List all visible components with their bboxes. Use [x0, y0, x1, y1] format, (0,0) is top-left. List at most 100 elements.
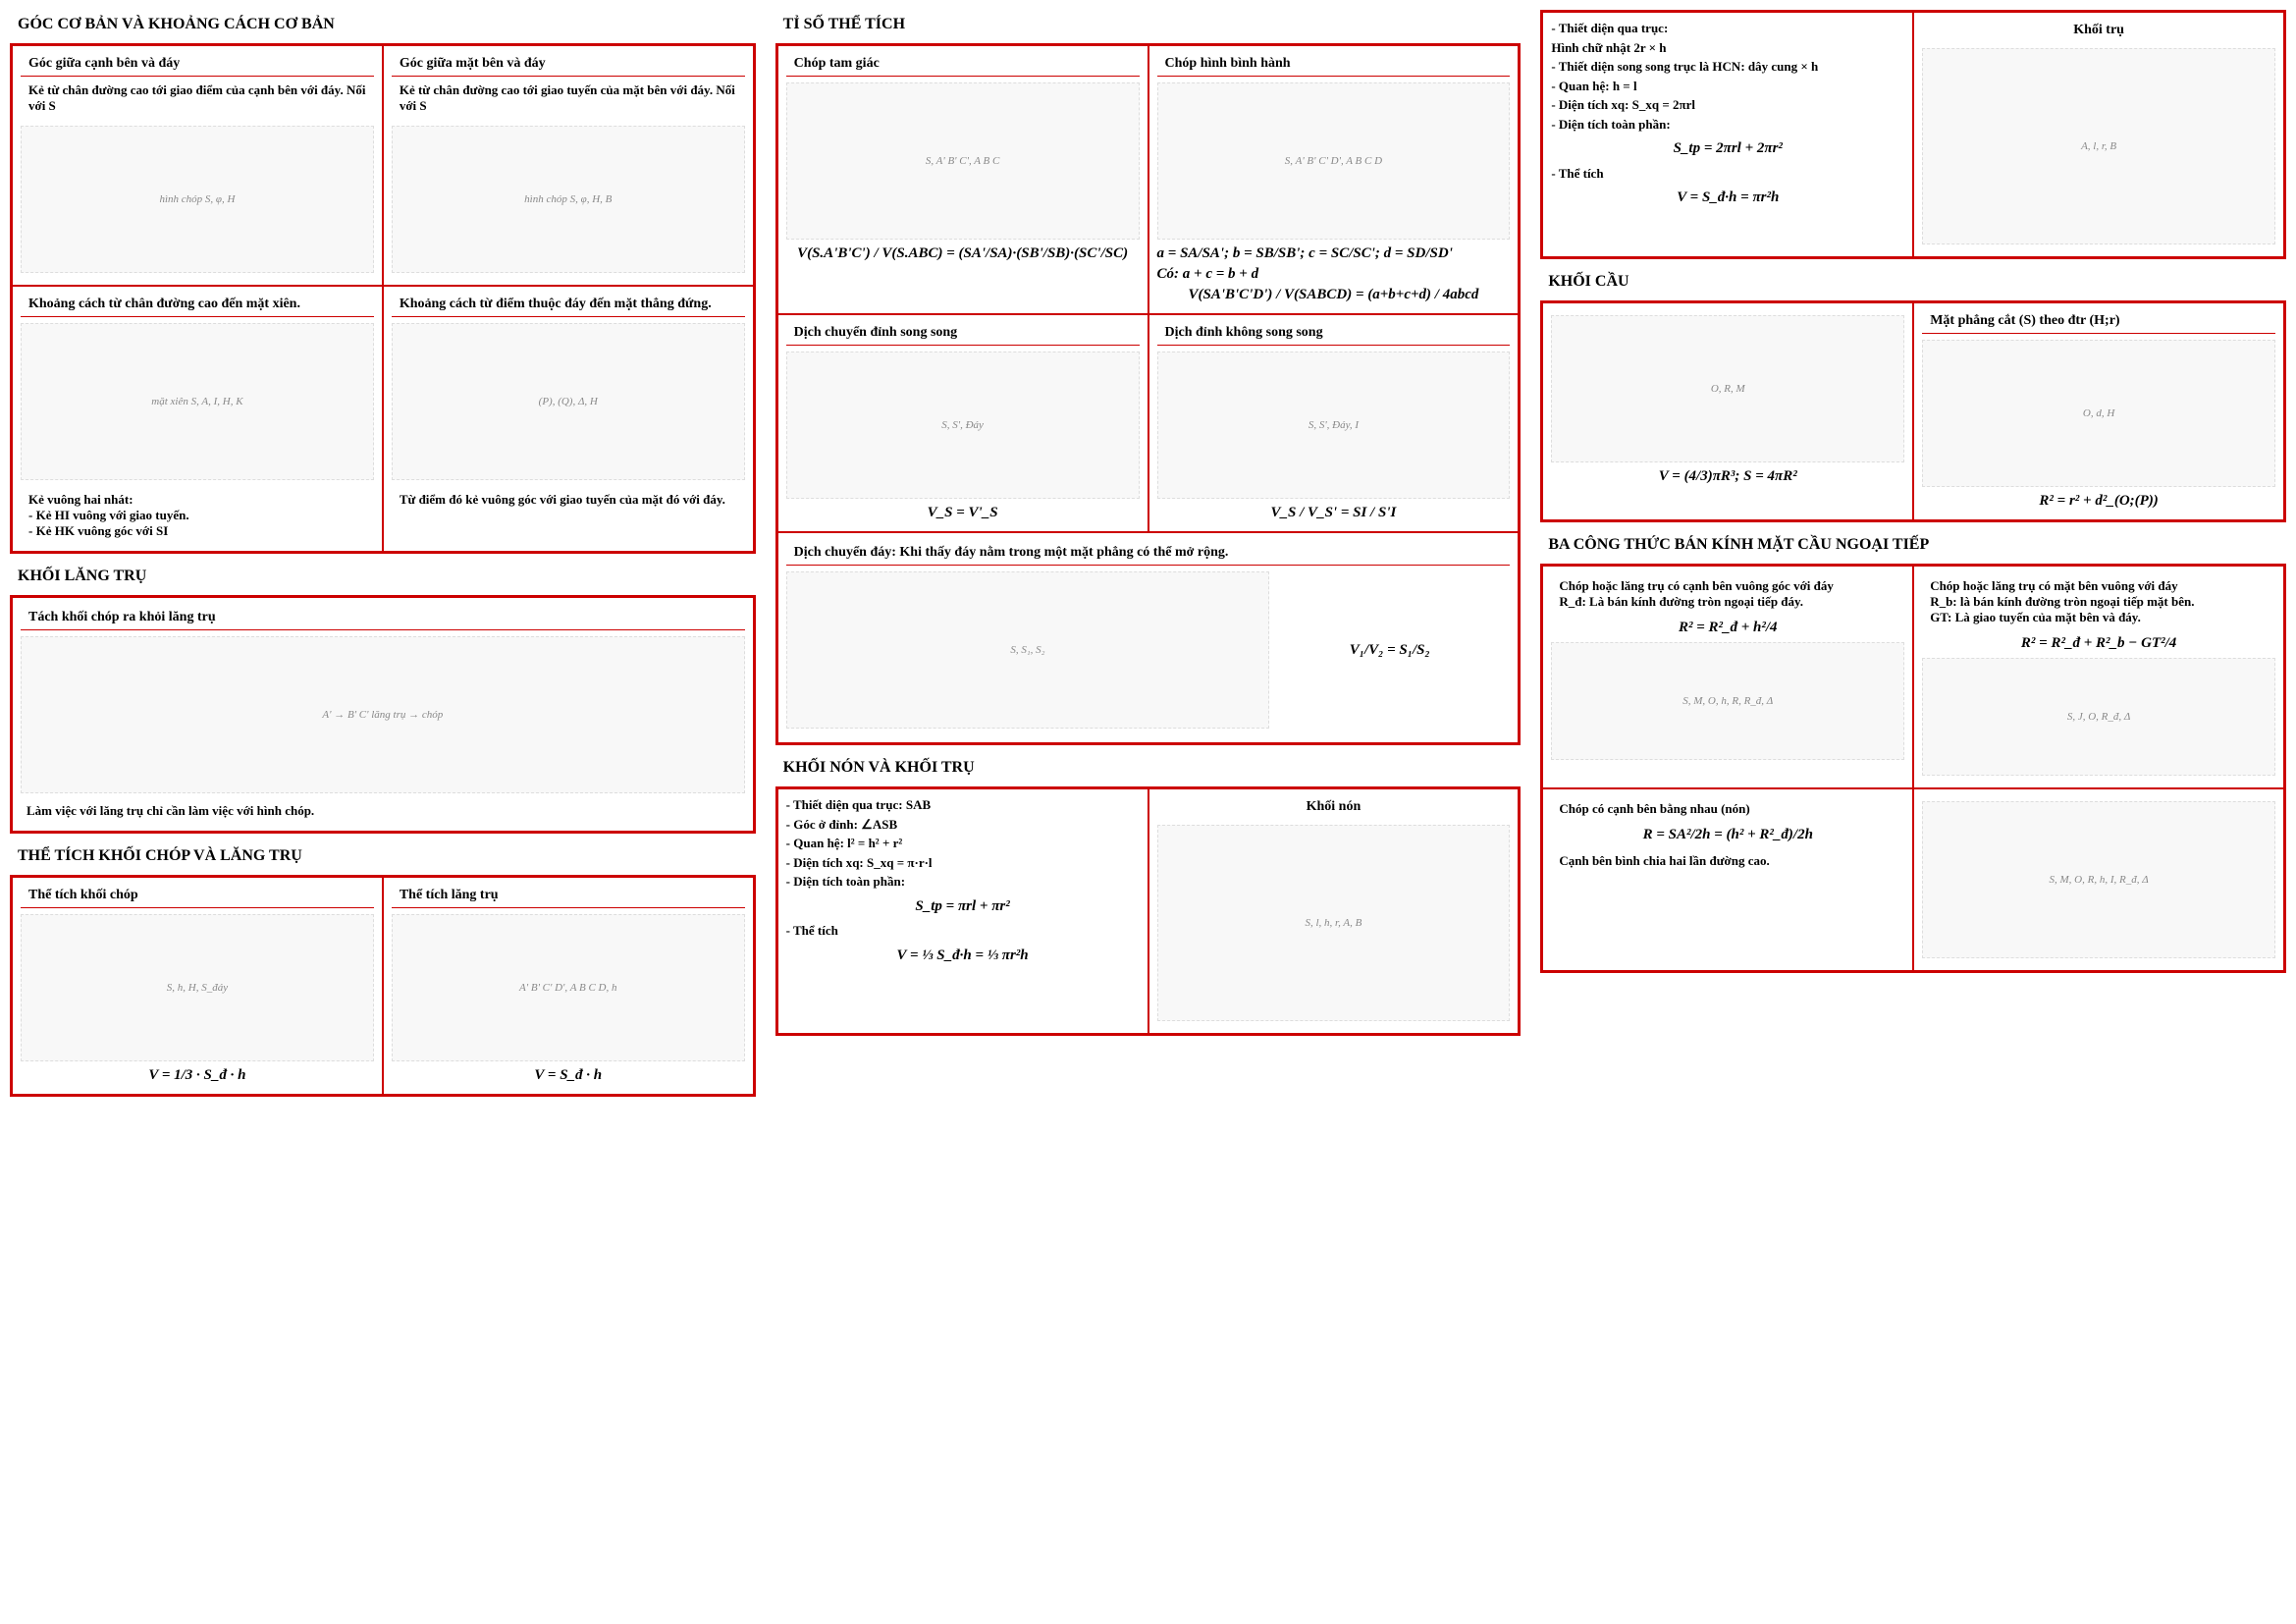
f: R² = R²_đ + h²/4	[1551, 620, 1904, 636]
pyramid-diagram-icon: hình chóp S, φ, H	[21, 126, 374, 273]
l: - Thể tích	[786, 921, 1140, 941]
column-3: - Thiết diện qua trục: Hình chữ nhật 2r …	[1540, 10, 2286, 1097]
f: V = (4/3)πR³; S = 4πR²	[1551, 468, 1904, 485]
h: Chóp hình bình hành	[1157, 52, 1511, 77]
cell-ratio-tri: Chóp tam giác S, A' B' C', A B C V(S.A'B…	[777, 45, 1148, 314]
sec1-title: GÓC CƠ BẢN VÀ KHOẢNG CÁCH CƠ BẢN	[10, 16, 756, 33]
f2a: a = SA/SA'; b = SB/SB'; c = SC/SC'; d = …	[1157, 245, 1511, 262]
column-1: GÓC CƠ BẢN VÀ KHOẢNG CÁCH CƠ BẢN Góc giữ…	[10, 10, 756, 1097]
base-shift-diagram-icon: S, S₁, S₂	[786, 571, 1269, 729]
l: - Thiết diện qua trục:	[1551, 19, 1904, 38]
prism-volume-diagram-icon: A' B' C' D', A B C D, h	[392, 914, 745, 1061]
sec3-title: THỂ TÍCH KHỐI CHÓP VÀ LĂNG TRỤ	[10, 847, 756, 865]
shift-nonparallel-diagram-icon: S, S', Đáy, I	[1157, 352, 1511, 499]
box-circum: Chóp hoặc lăng trụ có cạnh bên vuông góc…	[1540, 564, 2286, 973]
page: GÓC CƠ BẢN VÀ KHOẢNG CÁCH CƠ BẢN Góc giữ…	[10, 10, 2286, 1097]
l: - Diện tích toàn phần:	[786, 872, 1140, 892]
h: Khoảng cách từ điểm thuộc đáy đến mặt th…	[392, 293, 745, 317]
h: Mặt phẳng cắt (S) theo đtr (H;r)	[1922, 309, 2275, 334]
tetra-ratio-diagram-icon: S, A' B' C', A B C	[786, 82, 1140, 240]
cell-circum-3-diagram: S, M, O, R, h, I, R_đ, Δ	[1913, 788, 2284, 971]
l: S_tp = πrl + πr²	[786, 895, 1140, 918]
f: V_S = V'_S	[786, 505, 1140, 521]
f: R = SA²/2h = (h² + R²_đ)/2h	[1551, 827, 1904, 843]
f2b: Có: a + c = b + d	[1157, 266, 1511, 283]
h: Thể tích lăng trụ	[392, 884, 745, 908]
cell-ratio-para: Chóp hình bình hành S, A' B' C' D', A B …	[1148, 45, 1520, 314]
f2c: V(SA'B'C'D') / V(SABCD) = (a+b+c+d) / 4a…	[1157, 287, 1511, 303]
sec1-title: KHỐI CẦU	[1540, 273, 2286, 291]
box-cylinder: - Thiết diện qua trục: Hình chữ nhật 2r …	[1540, 10, 2286, 259]
l: - Quan hệ: l² = h² + r²	[786, 834, 1140, 853]
sec1-title: TỈ SỐ THỂ TÍCH	[775, 16, 1522, 33]
cell-angle-face: Góc giữa mặt bên và đáy Kẻ từ chân đường…	[383, 45, 754, 286]
h: Chóp tam giác	[786, 52, 1140, 77]
sphere-diagram-icon: O, R, M	[1551, 315, 1904, 462]
circum-face-diagram-icon: S, J, O, R_đ, Δ	[1922, 658, 2275, 776]
t: Chóp hoặc lăng trụ có cạnh bên vuông góc…	[1551, 572, 1904, 616]
cell-circum-3: Chóp có cạnh bên bằng nhau (nón) R = SA²…	[1542, 788, 1913, 971]
box-sphere: O, R, M V = (4/3)πR³; S = 4πR² Mặt phẳng…	[1540, 300, 2286, 522]
l: - Thể tích	[1551, 164, 1904, 184]
column-2: TỈ SỐ THỂ TÍCH Chóp tam giác S, A' B' C'…	[775, 10, 1522, 1097]
l: - Thiết diện song song trục là HCN: dây …	[1551, 57, 1904, 77]
f: V₁/V₂ = S₁/S₂	[1350, 642, 1430, 659]
l: S_tp = 2πrl + 2πr²	[1551, 137, 1904, 160]
t: Chóp có cạnh bên bằng nhau (nón)	[1551, 795, 1904, 823]
l: - Diện tích xq: S_xq = 2πrl	[1551, 95, 1904, 115]
l: - Góc ở đỉnh: ∠ASB	[786, 815, 1140, 835]
f: R² = r² + d²_(O;(P))	[1922, 493, 2275, 510]
cap: Khối nón	[1157, 795, 1511, 819]
b: Kẻ từ chân đường cao tới giao điểm của c…	[21, 77, 374, 120]
h: Tách khối chóp ra khỏi lăng trụ	[21, 606, 745, 630]
cell-cone-diagram: Khối nón S, l, h, r, A, B	[1148, 788, 1520, 1034]
f: V_S / V_S' = SI / S'I	[1157, 505, 1511, 521]
circum-cone-diagram-icon: S, M, O, R, h, I, R_đ, Δ	[1922, 801, 2275, 958]
cell-sphere-cut: Mặt phẳng cắt (S) theo đtr (H;r) O, d, H…	[1913, 302, 2284, 520]
h: Dịch đỉnh không song song	[1157, 321, 1511, 346]
cell-circum-1: Chóp hoặc lăng trụ có cạnh bên vuông góc…	[1542, 566, 1913, 788]
h: Góc giữa mặt bên và đáy	[392, 52, 745, 77]
cap: Làm việc với lăng trụ chỉ cần làm việc v…	[21, 799, 745, 823]
l: - Diện tích toàn phần:	[1551, 115, 1904, 135]
cell-cone-text: - Thiết diện qua trục: SAB - Góc ở đỉnh:…	[777, 788, 1148, 1034]
t: Chóp hoặc lăng trụ có mặt bên vuông với …	[1922, 572, 2275, 631]
f: R² = R²_đ + R²_b − GT²/4	[1922, 635, 2275, 652]
box-ratio: Chóp tam giác S, A' B' C', A B C V(S.A'B…	[775, 43, 1522, 745]
l: - Thiết diện qua trục: SAB	[786, 795, 1140, 815]
h: Khoảng cách từ chân đường cao đến mặt xi…	[21, 293, 374, 317]
cell-cyl-text: - Thiết diện qua trục: Hình chữ nhật 2r …	[1542, 12, 1913, 257]
cell-cyl-diagram: Khối trụ A, l, r, B	[1913, 12, 2284, 257]
cylinder-diagram-icon: A, l, r, B	[1922, 48, 2275, 244]
pyramid-diagram-icon: hình chóp S, φ, H, B	[392, 126, 745, 273]
pyramid-volume-diagram-icon: S, h, H, S_đáy	[21, 914, 374, 1061]
cell-sphere: O, R, M V = (4/3)πR³; S = 4πR²	[1542, 302, 1913, 520]
cap: Khối trụ	[1922, 19, 2275, 42]
b: Kẻ từ chân đường cao tới giao tuyến của …	[392, 77, 745, 120]
cell-shift-parallel: Dịch chuyển đỉnh song song S, S', Đáy V_…	[777, 314, 1148, 532]
l: V = S_đ·h = πr²h	[1551, 187, 1904, 209]
cell-vol-prism: Thể tích lăng trụ A' B' C' D', A B C D, …	[383, 877, 754, 1095]
box-volume: Thể tích khối chóp S, h, H, S_đáy V = 1/…	[10, 875, 756, 1097]
prism-split-diagram-icon: A' → B' C' lăng trụ → chóp	[21, 636, 745, 793]
l: - Diện tích xq: S_xq = π·r·l	[786, 853, 1140, 873]
f: V = 1/3 · S_đ · h	[21, 1067, 374, 1084]
cone-lines: - Thiết diện qua trục: SAB - Góc ở đỉnh:…	[786, 795, 1140, 966]
l: V = ⅓ S_đ·h = ⅓ πr²h	[786, 945, 1140, 967]
box-cone: - Thiết diện qua trục: SAB - Góc ở đỉnh:…	[775, 786, 1522, 1036]
t2: Cạnh bên bình chia hai lần đường cao.	[1551, 847, 1904, 875]
oblique-plane-diagram-icon: mặt xiên S, A, I, H, K	[21, 323, 374, 480]
cell-vol-pyramid: Thể tích khối chóp S, h, H, S_đáy V = 1/…	[12, 877, 383, 1095]
cell-shift-base: Dịch chuyển đáy: Khi thấy đáy nằm trong …	[777, 532, 1520, 743]
shift-parallel-diagram-icon: S, S', Đáy	[786, 352, 1140, 499]
circum-edge-diagram-icon: S, M, O, h, R, R_đ, Δ	[1551, 642, 1904, 760]
box-prism: Tách khối chóp ra khỏi lăng trụ A' → B' …	[10, 595, 756, 834]
vertical-plane-diagram-icon: (P), (Q), Δ, H	[392, 323, 745, 480]
box-angles: Góc giữa cạnh bên và đáy Kẻ từ chân đườn…	[10, 43, 756, 554]
b: Kẻ vuông hai nhát: - Kẻ HI vuông với gia…	[21, 486, 374, 545]
h: Dịch chuyển đỉnh song song	[786, 321, 1140, 346]
h: Dịch chuyển đáy: Khi thấy đáy nằm trong …	[786, 541, 1511, 566]
parallelogram-pyramid-diagram-icon: S, A' B' C' D', A B C D	[1157, 82, 1511, 240]
cell-dist-oblique: Khoảng cách từ chân đường cao đến mặt xi…	[12, 286, 383, 552]
f: V(S.A'B'C') / V(S.ABC) = (SA'/SA)·(SB'/S…	[786, 245, 1140, 262]
